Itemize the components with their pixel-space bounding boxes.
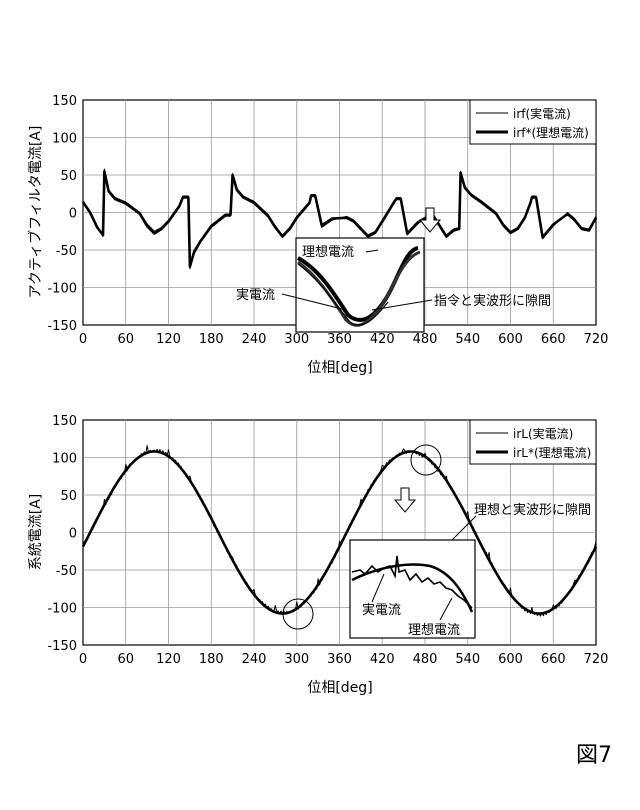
legend: irL(実電流) irL*(理想電流) (469, 419, 597, 465)
y-tick-label: -150 (47, 319, 77, 334)
x-tick-label: 300 (284, 332, 309, 347)
x-tick-label: 180 (199, 332, 224, 347)
highlight-circle (410, 444, 442, 476)
tick-labels: 0 60 120 180 240 300 360 420 480 540 600 660 720 -150… (47, 414, 608, 667)
chart-grid-current: 0 60 120 180 240 300 360 420 480 540 600 660 720 -150… (28, 414, 608, 696)
x-tick-label: 660 (541, 652, 566, 667)
x-tick-label: 420 (370, 652, 395, 667)
y-tick-label: -100 (47, 602, 77, 617)
down-arrow-icon (393, 487, 417, 513)
highlight-circle (282, 598, 314, 630)
y-tick-label: -150 (47, 639, 77, 654)
y-tick-label: -100 (47, 282, 77, 297)
x-tick-label: 300 (284, 652, 309, 667)
down-arrow-icon (418, 207, 442, 233)
y-tick-label: 50 (60, 489, 77, 504)
figure-number: 図7 (576, 743, 612, 768)
y-tick-label: 0 (69, 527, 77, 542)
chart-active-filter-current: 0 60 120 180 240 300 360 420 480 540 600 660 720 -150… (27, 94, 608, 376)
legend: irf(実電流) irf*(理想電流) (469, 99, 597, 145)
x-tick-label: 720 (584, 652, 609, 667)
series-group (81, 445, 598, 617)
x-tick-label: 240 (242, 652, 267, 667)
x-tick-label: 120 (156, 652, 181, 667)
inset-label-ideal: 理想電流 (302, 244, 354, 260)
y-tick-label: 0 (69, 207, 77, 222)
y-axis-label: アクティブフィルタ電流[A] (27, 126, 44, 299)
x-tick-label: 600 (498, 652, 523, 667)
x-axis-label: 位相[deg] (307, 360, 372, 376)
legend-label: irL(実電流) (513, 426, 573, 441)
x-tick-label: 60 (117, 652, 134, 667)
annotation-gap: 理想と実波形に隙間 (474, 502, 591, 518)
inset-real-curve (351, 555, 473, 609)
series-line-1 (81, 170, 598, 268)
x-tick-label: 480 (413, 652, 438, 667)
legend-label: irf*(理想電流) (513, 125, 589, 140)
x-tick-label: 0 (79, 332, 87, 347)
series-line-1 (81, 450, 598, 615)
y-tick-label: 150 (52, 414, 77, 429)
inset-label-ideal: 理想電流 (408, 622, 460, 638)
x-tick-label: 360 (327, 332, 352, 347)
series-line-0 (82, 445, 597, 617)
series-group (81, 168, 598, 270)
inset-label-gap: 指令と実波形に隙間 (434, 293, 551, 309)
x-tick-label: 240 (242, 332, 267, 347)
x-tick-label: 120 (156, 332, 181, 347)
inset-label-real: 実電流 (362, 602, 401, 618)
inset-zoom: 理想電流 実電流 指令と実波形に隙間 (236, 237, 551, 333)
x-tick-label: 600 (498, 332, 523, 347)
x-tick-label: 540 (455, 332, 480, 347)
x-axis-label: 位相[deg] (307, 680, 372, 696)
x-tick-label: 540 (455, 652, 480, 667)
inset-label-real: 実電流 (236, 287, 275, 303)
x-tick-label: 180 (199, 652, 224, 667)
inset-zoom: 実電流 理想電流 (349, 539, 476, 639)
x-tick-label: 480 (413, 332, 438, 347)
x-tick-label: 660 (541, 332, 566, 347)
y-tick-label: -50 (56, 244, 77, 259)
tick-labels: 0 60 120 180 240 300 360 420 480 540 600 660 720 -150… (47, 94, 608, 347)
x-tick-label: 720 (584, 332, 609, 347)
y-tick-label: 100 (52, 452, 77, 467)
y-axis-label: 系統電流[A] (28, 494, 44, 571)
x-tick-label: 420 (370, 332, 395, 347)
x-tick-label: 60 (117, 332, 134, 347)
y-tick-label: 150 (52, 94, 77, 109)
y-tick-label: -50 (56, 564, 77, 579)
legend-label: irf(実電流) (513, 106, 571, 121)
y-tick-label: 50 (60, 169, 77, 184)
x-tick-label: 360 (327, 652, 352, 667)
x-tick-label: 0 (79, 652, 87, 667)
y-tick-label: 100 (52, 132, 77, 147)
legend-label: irL*(理想電流) (513, 445, 591, 460)
